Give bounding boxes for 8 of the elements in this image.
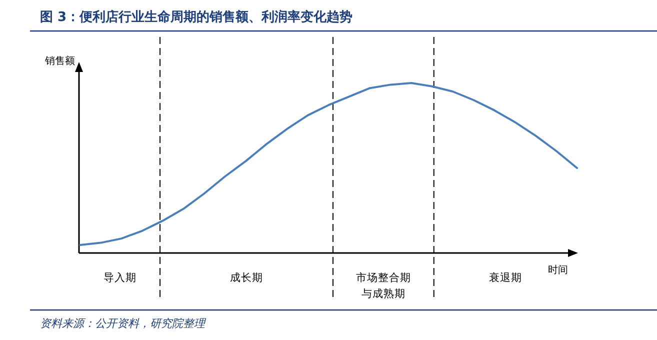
text: 资料来源：公开资料，研究院整理 [40,317,207,330]
text: 衰退期 [488,271,522,284]
y-axis-title: 销售额 [44,55,75,67]
x-axis-title: 时间 [548,264,568,276]
text: 市场整合期与成熟期 [356,271,411,300]
text: 导入期 [104,271,137,284]
text: 成长期 [230,271,263,284]
chart-title: 图 3：便利店行业生命周期的销售额、利润率变化趋势 [40,9,353,25]
